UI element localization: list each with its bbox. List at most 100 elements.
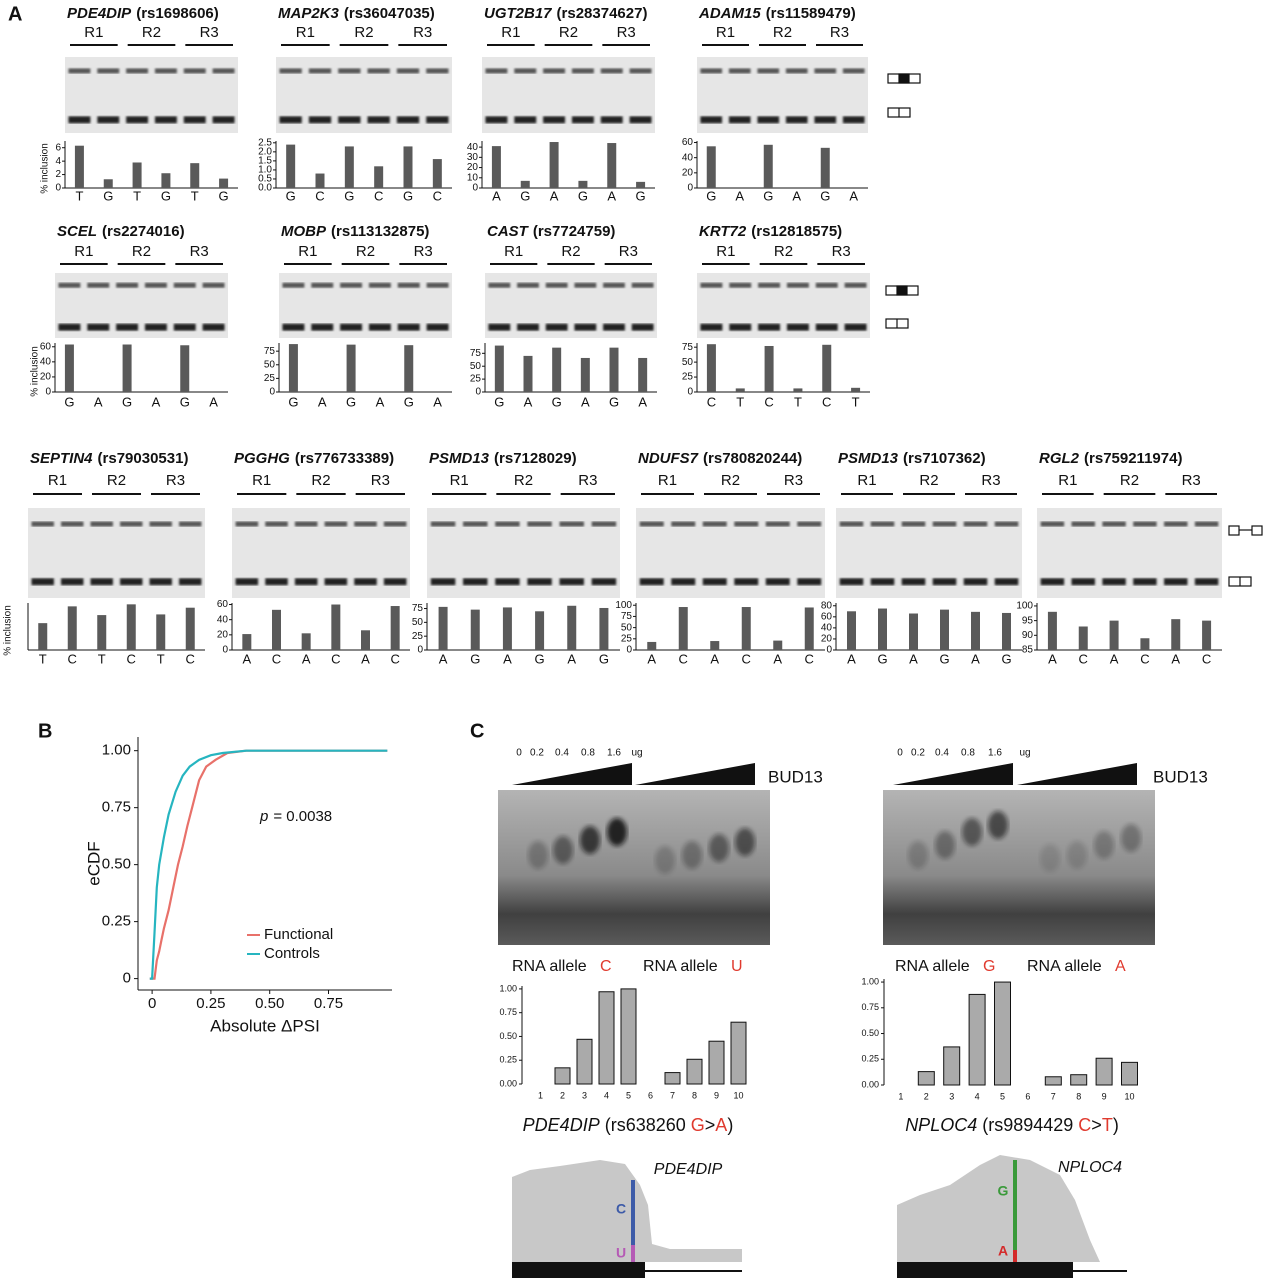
y-tick-label: 60 (821, 611, 833, 622)
bar (67, 606, 77, 650)
y-tick-label: 60 (217, 599, 229, 610)
x-tick-label: 7 (1051, 1091, 1056, 1101)
gel-band (600, 116, 623, 124)
x-tick-label: T (75, 188, 83, 203)
chart-title: CAST (rs7724759) (487, 223, 615, 240)
dose-label: 1.6 (607, 748, 621, 759)
y-tick-label: 100 (1016, 601, 1033, 612)
y-tick-label: 95 (1022, 615, 1034, 626)
gel-band (463, 521, 488, 527)
bar (97, 615, 107, 650)
allele: G (983, 958, 995, 975)
dose-label: 0.2 (530, 748, 544, 759)
x-tick-label: 0.50 (255, 995, 284, 1012)
gel-band (383, 578, 407, 586)
replicate-label: R3 (371, 472, 390, 489)
emsa-band (1121, 824, 1141, 852)
y-tick-label: 0.75 (102, 799, 131, 816)
bar (122, 344, 132, 392)
x-tick-label: G (103, 188, 113, 203)
x-tick-label: 10 (733, 1090, 743, 1100)
gel-band (294, 578, 318, 586)
emsa-band (935, 831, 955, 859)
y-tick-label: 20 (217, 629, 229, 640)
bar (242, 634, 252, 650)
gel-band (58, 282, 81, 288)
gel-band (1164, 521, 1188, 527)
variant-id: (rs28374627) (557, 5, 648, 22)
gel-band (149, 521, 172, 527)
x-tick-label: A (647, 651, 656, 666)
gel-band (574, 282, 597, 288)
x-tick-label: A (209, 394, 218, 409)
replicate-label: R1 (450, 472, 469, 489)
x-tick-label: T (736, 394, 744, 409)
bar (286, 144, 296, 188)
gel-band (571, 116, 594, 124)
gel-band (396, 116, 420, 124)
bar (636, 181, 646, 188)
x-tick-label: G (820, 188, 830, 203)
bar (64, 344, 74, 392)
replicate-label: R1 (298, 243, 317, 260)
panel-label: C (470, 720, 484, 742)
x-tick-label: C (127, 651, 136, 666)
bar (822, 344, 832, 392)
bar (1070, 1074, 1088, 1086)
y-tick-label: 20 (682, 167, 694, 178)
bar (1121, 1061, 1138, 1086)
bar (288, 344, 298, 392)
y-tick-label: 0.50 (102, 856, 131, 873)
replicate-label: R1 (48, 472, 67, 489)
gel-band (354, 521, 377, 527)
y-tick-label: 0.00 (861, 1079, 879, 1089)
emsa-band (655, 846, 675, 874)
bar (638, 357, 648, 392)
gel-band (963, 578, 988, 586)
gel (697, 273, 870, 338)
bar (735, 388, 745, 392)
gel-band (126, 116, 149, 124)
gel-band (116, 323, 139, 331)
replicate-label: R3 (190, 243, 209, 260)
replicate-label: R2 (774, 243, 793, 260)
bar (132, 162, 142, 188)
bar (403, 146, 413, 188)
x-tick-label: A (581, 394, 590, 409)
gel (65, 57, 238, 133)
x-tick-label: A (710, 651, 719, 666)
variant-id: (rs780820244) (703, 450, 802, 467)
gene-name: PSMD13 (838, 450, 899, 467)
x-tick-label: C (1079, 651, 1088, 666)
bar (346, 344, 356, 392)
y-tick-label: 0 (626, 645, 632, 656)
emsa-band (709, 834, 729, 862)
bar (491, 146, 501, 188)
gel-band (87, 282, 110, 288)
y-tick-label: 0.50 (861, 1028, 879, 1038)
x-tick-label: G (763, 188, 773, 203)
bar (878, 608, 887, 650)
gel-band (340, 323, 363, 331)
bar (520, 180, 530, 188)
variant-id: (rs759211974) (1084, 450, 1182, 467)
x-tick-label: 10 (1124, 1091, 1134, 1101)
y-tick-label: 50 (412, 617, 424, 628)
gel-band (120, 521, 143, 527)
panel-label: B (38, 720, 52, 742)
y-tick-label: 0 (687, 183, 693, 194)
gel-band (154, 68, 177, 74)
bar (820, 147, 830, 188)
gel-band (814, 116, 837, 124)
gel-band (31, 578, 54, 586)
gel-band (600, 68, 623, 74)
bar (552, 347, 562, 392)
y-tick-label: 50 (621, 622, 633, 633)
x-tick-label: A (524, 394, 533, 409)
variant-id: (rs7724759) (533, 223, 616, 240)
gel-band (324, 521, 348, 527)
gel-band (173, 282, 196, 288)
y-tick-label: 0 (472, 183, 478, 194)
y-tick-label: 50 (470, 361, 482, 372)
chart-title: NPLOC4 (rs9894429 C>T) (905, 1115, 1119, 1135)
